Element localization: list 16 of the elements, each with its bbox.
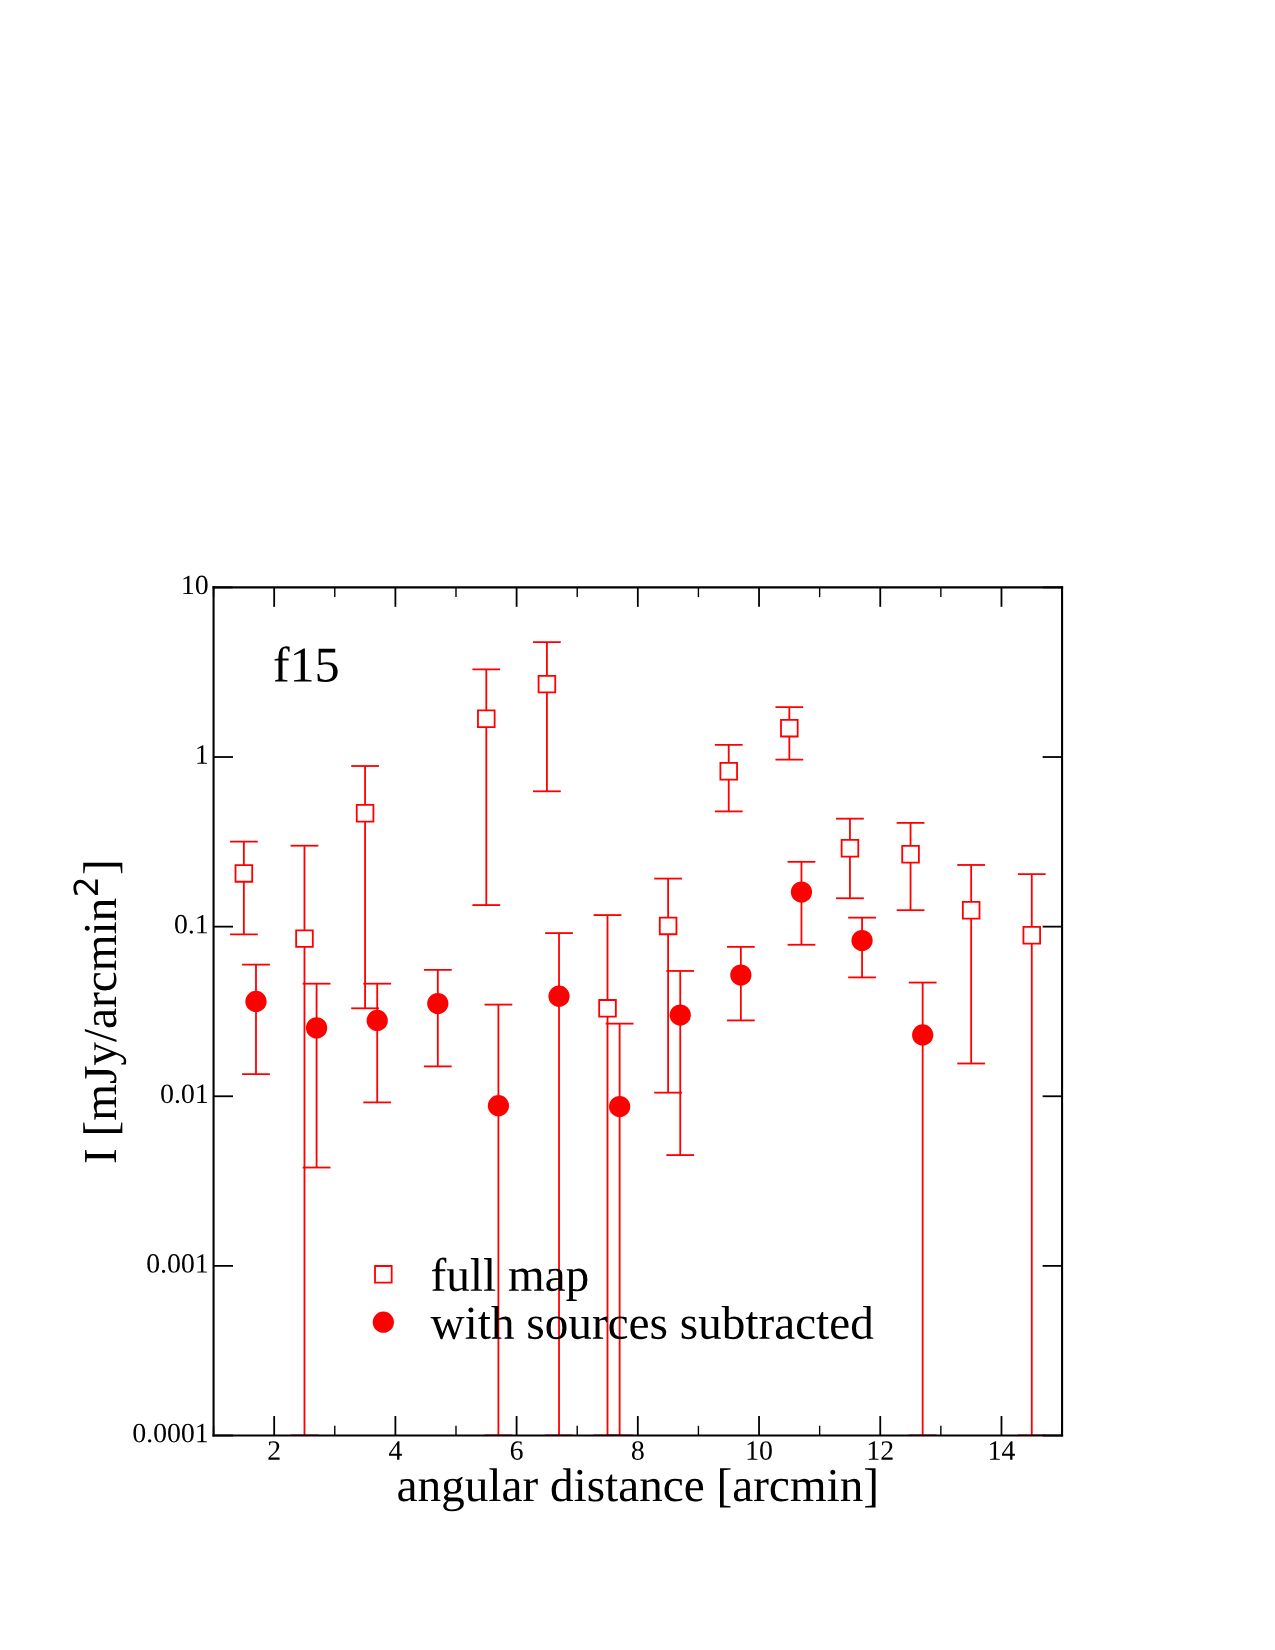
x-tick-label: 4: [388, 1441, 402, 1460]
y-tick-label: 0.1: [175, 914, 208, 934]
annotation: f15: [274, 646, 338, 682]
x-tick-label: 2: [268, 1441, 280, 1460]
x-tick-label: 6: [510, 1441, 523, 1460]
y-tick-label: 10: [183, 575, 208, 595]
y-tick-label: 0.001: [147, 1254, 208, 1273]
y-tick-label: 0.01: [161, 1084, 208, 1104]
x-tick-label: 10: [747, 1441, 772, 1460]
x-tick-label: 8: [631, 1441, 644, 1460]
x-tick-label: 14: [990, 1441, 1015, 1460]
x-tick-label: 12: [868, 1441, 893, 1460]
y-tick-label: 0.0001: [133, 1423, 208, 1443]
y-axis-title: I [mJy/arcmin$^{2}$]: [73, 862, 127, 1163]
y-tick-label: 1: [197, 745, 208, 764]
x-axis-title: angular distance [arcmin]: [398, 1468, 876, 1512]
